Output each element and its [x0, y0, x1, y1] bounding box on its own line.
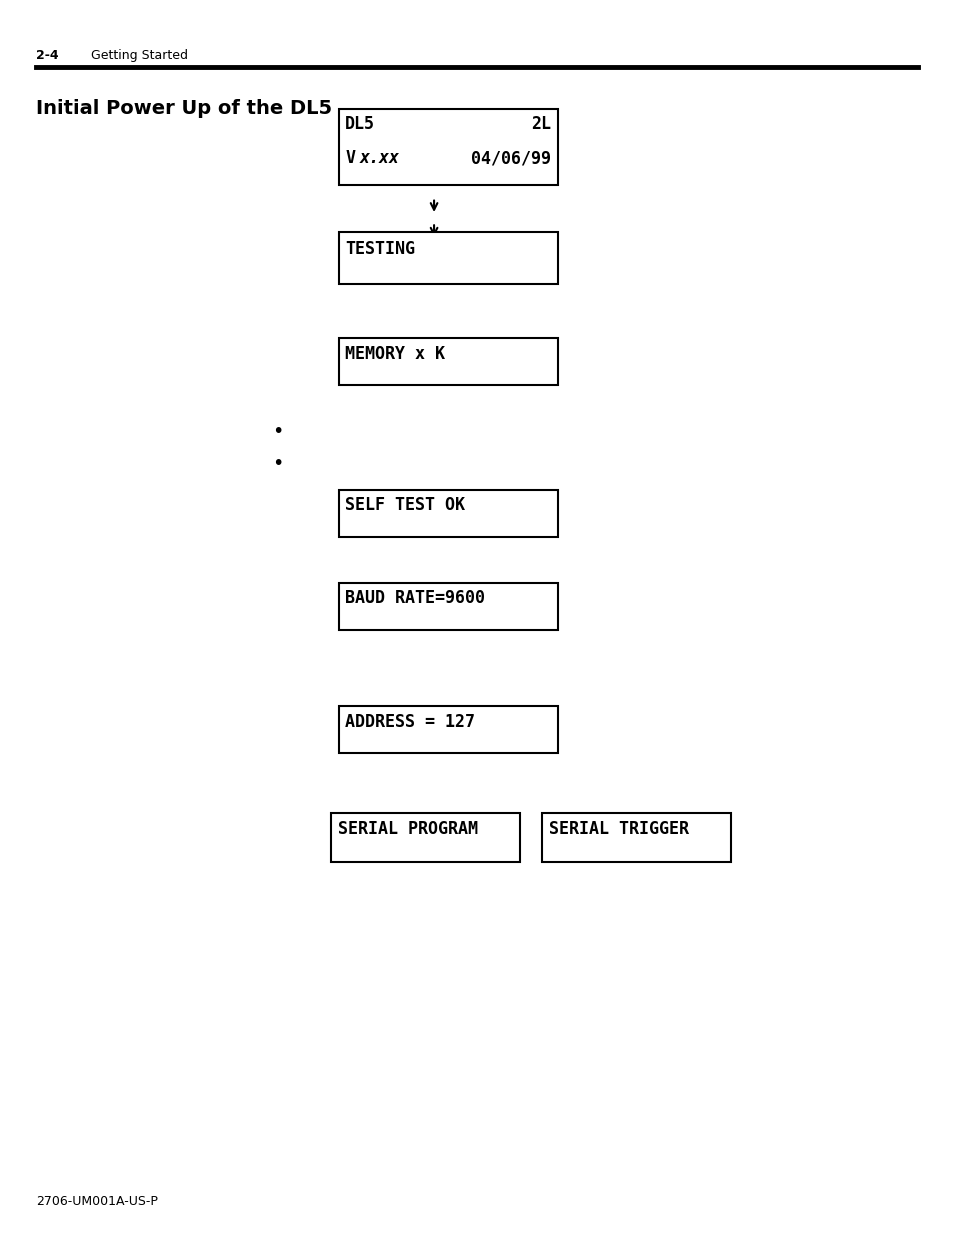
Text: DL5: DL5 — [345, 115, 375, 133]
Bar — [338, 232, 558, 284]
Text: BAUD RATE=9600: BAUD RATE=9600 — [345, 589, 485, 608]
Text: •: • — [272, 422, 283, 441]
Bar — [338, 338, 558, 385]
Text: x.xx: x.xx — [359, 149, 399, 168]
Bar — [338, 490, 558, 537]
Text: TESTING: TESTING — [345, 240, 415, 258]
Text: 04/06/99: 04/06/99 — [471, 149, 551, 168]
Bar — [338, 706, 558, 753]
Text: V: V — [345, 149, 355, 168]
Text: 2L: 2L — [531, 115, 551, 133]
Text: 2706-UM001A-US-P: 2706-UM001A-US-P — [36, 1194, 158, 1208]
Bar — [541, 813, 730, 862]
Text: •: • — [272, 454, 283, 473]
Bar — [338, 109, 558, 185]
Text: ADDRESS = 127: ADDRESS = 127 — [345, 713, 475, 731]
Text: 2-4: 2-4 — [36, 49, 59, 63]
Text: MEMORY x K: MEMORY x K — [345, 345, 445, 363]
Text: SELF TEST OK: SELF TEST OK — [345, 496, 465, 515]
Text: Getting Started: Getting Started — [91, 49, 188, 63]
Bar — [331, 813, 519, 862]
Text: SERIAL TRIGGER: SERIAL TRIGGER — [548, 820, 688, 839]
Bar — [338, 583, 558, 630]
Text: SERIAL PROGRAM: SERIAL PROGRAM — [337, 820, 477, 839]
Text: Initial Power Up of the DL5: Initial Power Up of the DL5 — [36, 99, 332, 117]
